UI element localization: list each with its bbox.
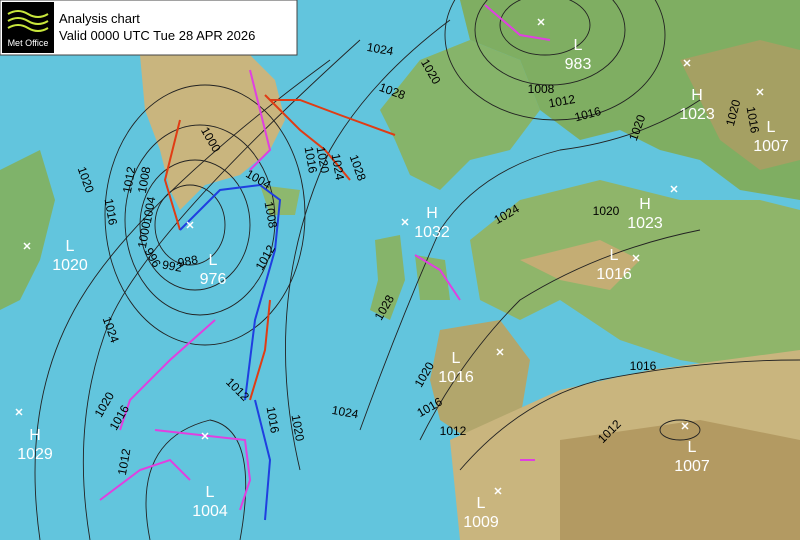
isobar-label: 1008 xyxy=(528,82,555,96)
center-pressure: 976 xyxy=(200,271,227,288)
center-marker xyxy=(537,18,545,26)
center-pressure: 1004 xyxy=(192,503,228,520)
center-type: L xyxy=(574,37,583,54)
isobar-label: 1016 xyxy=(573,104,603,125)
center-type: H xyxy=(691,87,703,104)
logo-waves xyxy=(7,10,49,32)
center-pressure: 1009 xyxy=(463,514,499,531)
isobar-label: 1024 xyxy=(331,403,360,421)
isobar-label: 1012 xyxy=(547,92,576,110)
isobar-label: 992 xyxy=(161,258,183,275)
valid-time: Valid 0000 UTC Tue 28 APR 2026 xyxy=(59,28,255,43)
center-type: L xyxy=(206,484,215,501)
center-type: L xyxy=(688,439,697,456)
logo-text: Met Office xyxy=(8,38,49,48)
center-pressure: 1016 xyxy=(596,266,632,283)
isobar-label: 1016 xyxy=(264,405,282,434)
center-marker xyxy=(756,88,764,96)
center-marker xyxy=(670,185,678,193)
isobar-label: 1020 xyxy=(314,145,332,174)
center-marker xyxy=(681,422,689,430)
isobar-label: 1020 xyxy=(289,413,307,442)
center-marker xyxy=(496,348,504,356)
center-type: L xyxy=(209,252,218,269)
chart-title: Analysis chart xyxy=(59,11,140,26)
center-type: L xyxy=(452,350,461,367)
isobars xyxy=(34,0,800,540)
center-type: H xyxy=(29,427,41,444)
isobar-label: 1008 xyxy=(135,165,153,194)
center-pressure: 1023 xyxy=(679,106,715,123)
center-pressure: 1023 xyxy=(627,215,663,232)
center-marker xyxy=(494,487,502,495)
isobar-label: 1016 xyxy=(744,105,762,134)
center-marker xyxy=(632,254,640,262)
isobar-label: 1000 xyxy=(135,220,153,249)
isobar-label: 1024 xyxy=(329,152,347,181)
isobar-label: 1020 xyxy=(593,204,620,218)
center-pressure: 1007 xyxy=(753,138,789,155)
isobar-label: 1004 xyxy=(140,195,158,224)
center-marker xyxy=(683,59,691,67)
center-type: H xyxy=(426,205,438,222)
isobar-label: 1016 xyxy=(102,197,120,226)
center-pressure: 1029 xyxy=(17,446,53,463)
fronts xyxy=(99,4,551,521)
center-pressure: 1007 xyxy=(674,458,710,475)
center-type: L xyxy=(767,119,776,136)
isobar-label: 1012 xyxy=(440,424,467,438)
center-marker xyxy=(23,242,31,250)
isobar-label: 1012 xyxy=(120,165,138,194)
isobar-label: 1008 xyxy=(262,200,280,229)
center-type: H xyxy=(639,196,651,213)
center-pressure: 1020 xyxy=(52,257,88,274)
center-type: L xyxy=(610,247,619,264)
center-type: L xyxy=(66,238,75,255)
isobar-label: 1016 xyxy=(302,145,320,174)
center-pressure: 1032 xyxy=(414,224,450,241)
center-marker xyxy=(401,218,409,226)
center-pressure: 983 xyxy=(565,56,592,73)
center-type: L xyxy=(477,495,486,512)
center-pressure: 1016 xyxy=(438,369,474,386)
center-marker xyxy=(15,408,23,416)
center-marker xyxy=(186,221,194,229)
isobar-label: 1016 xyxy=(630,359,657,373)
isobar-label: 1024 xyxy=(366,40,395,58)
isobar-label: 1020 xyxy=(723,98,744,128)
center-marker xyxy=(201,432,209,440)
isobar-label: 1012 xyxy=(115,447,133,476)
isobar-label: 988 xyxy=(177,252,199,269)
